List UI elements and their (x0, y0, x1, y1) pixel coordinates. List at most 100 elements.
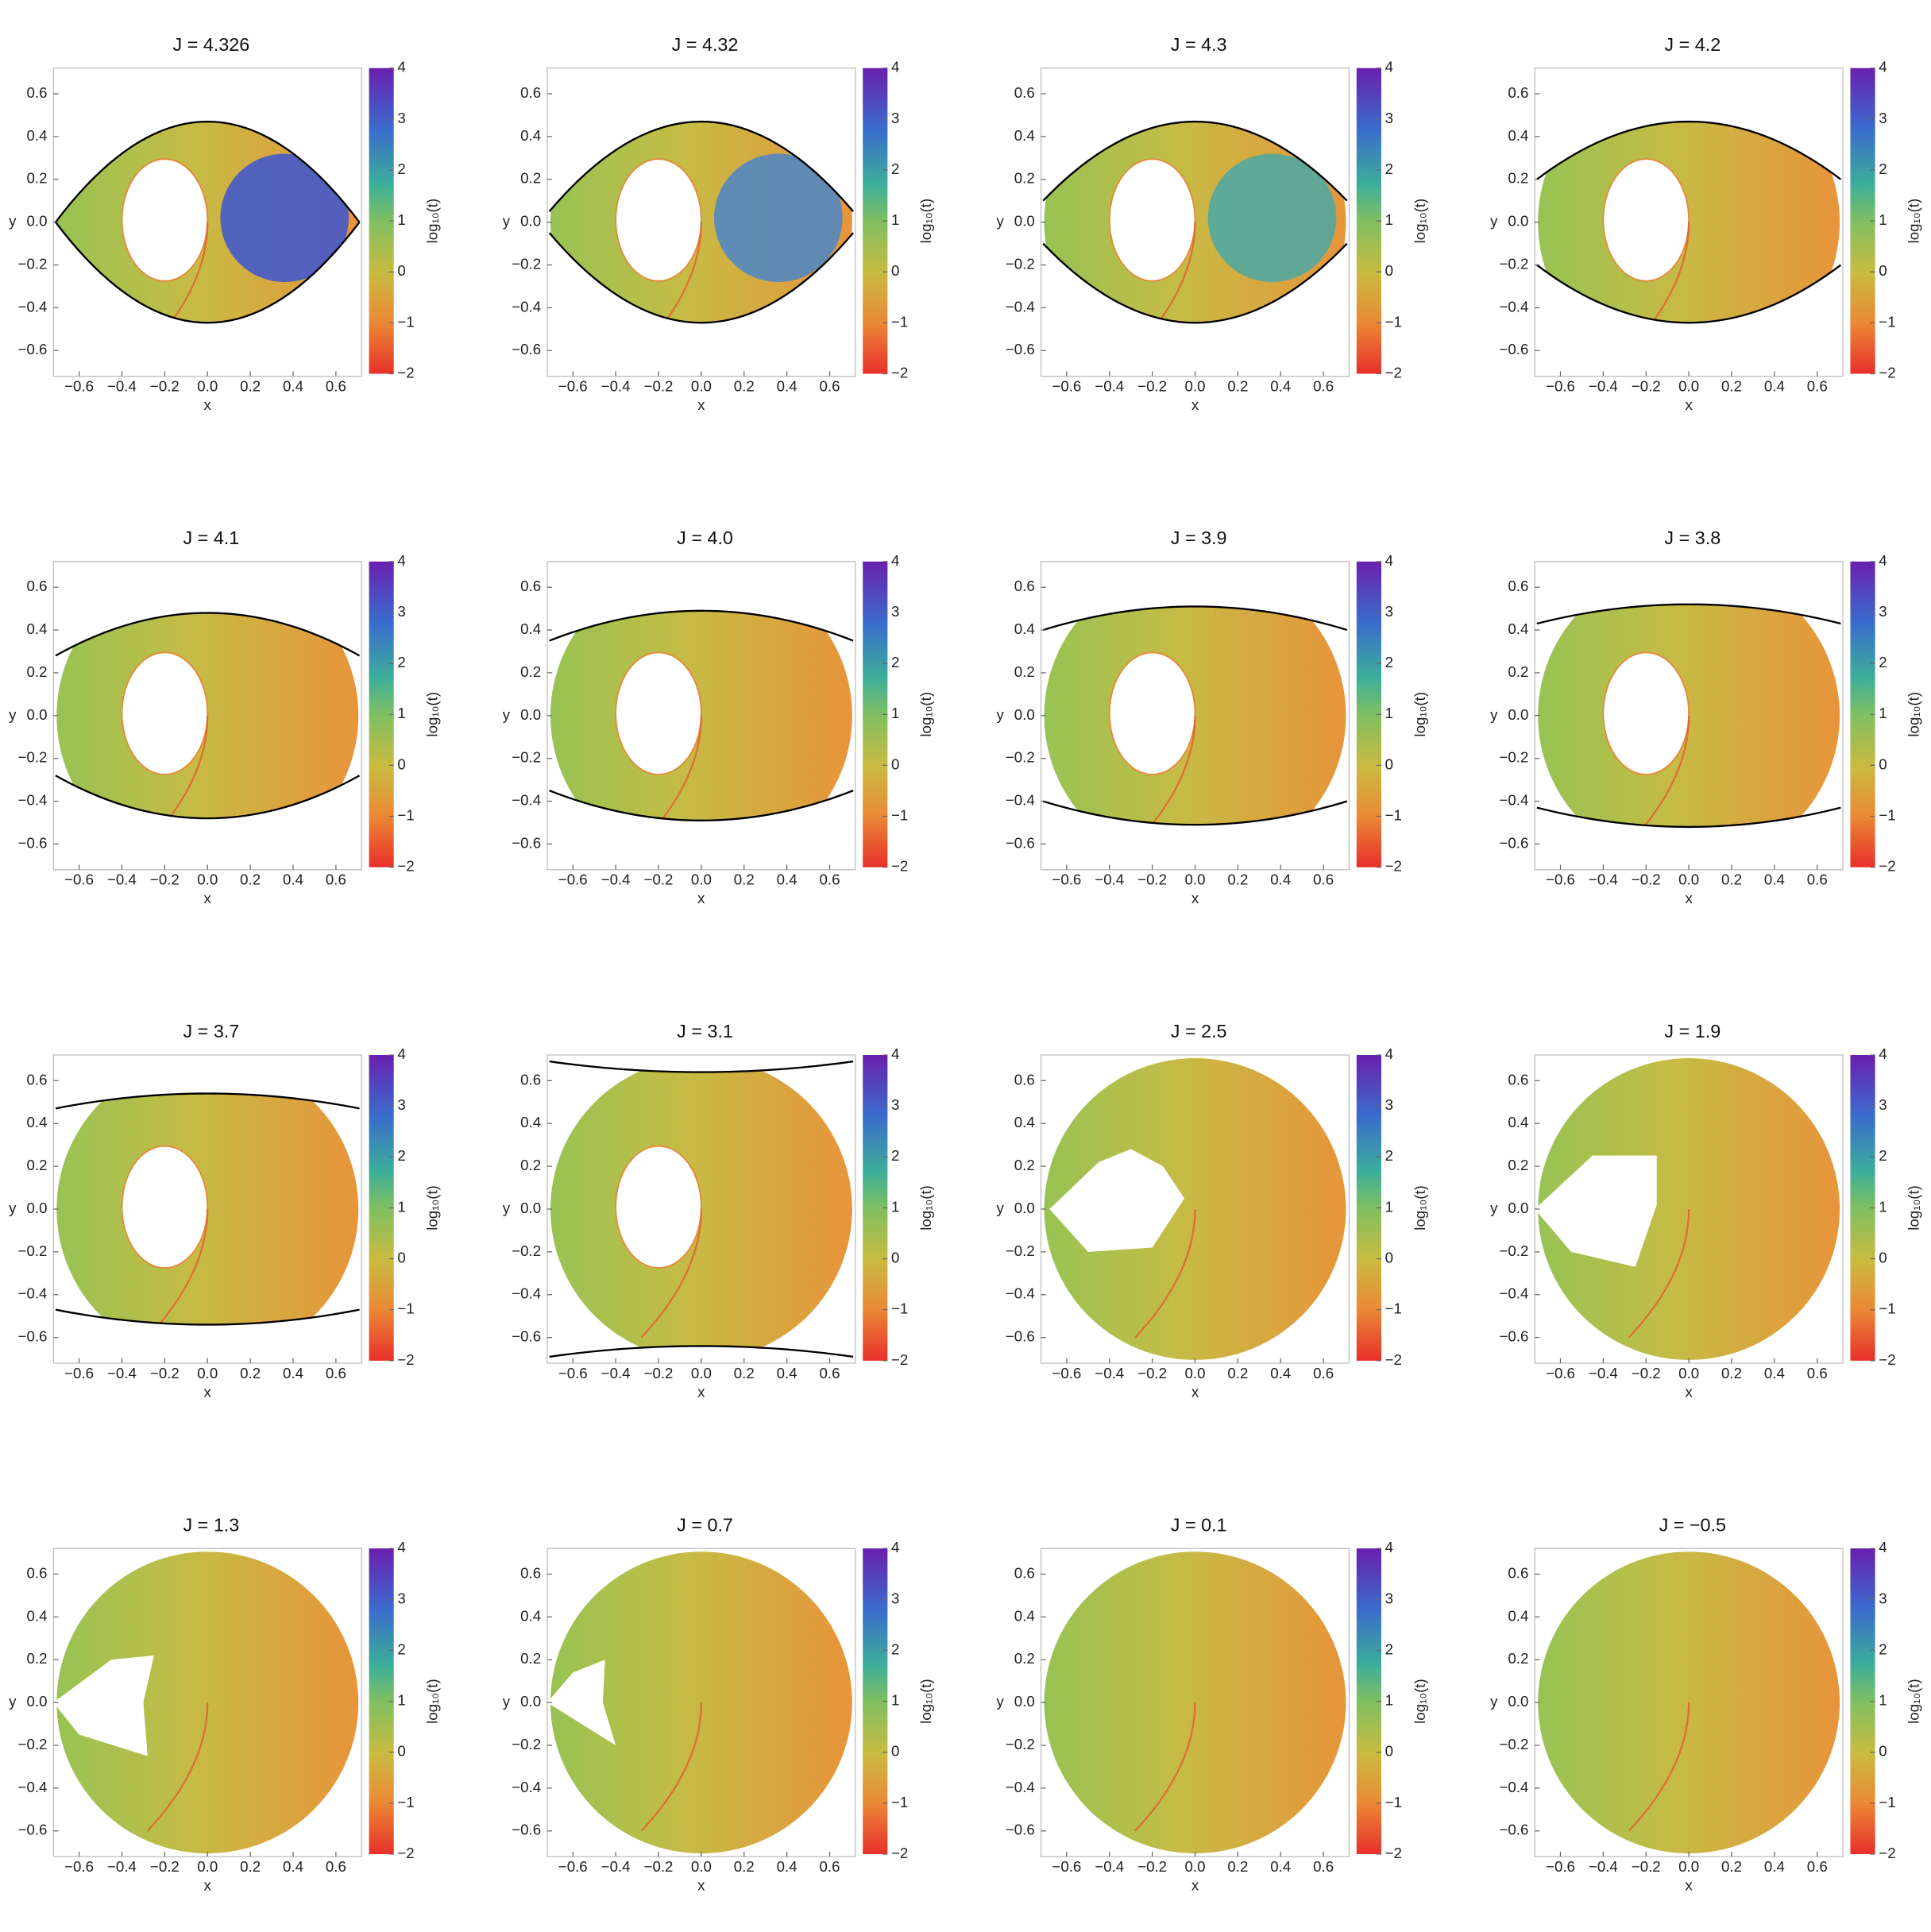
x-axis-label: x (697, 1876, 705, 1893)
colorbar-tick-label: 0 (1879, 262, 1887, 279)
plot-area (1538, 1551, 1840, 1854)
y-tick-label: 0.4 (1508, 1114, 1528, 1130)
x-tick-label: −0.6 (1546, 1858, 1575, 1875)
x-tick-label: −0.4 (1589, 1365, 1618, 1381)
colorbar-tick-label: 3 (1385, 1590, 1393, 1606)
x-tick-label: −0.6 (64, 1365, 94, 1381)
x-tick-label: 0.0 (1185, 1365, 1206, 1381)
x-tick-label: 0.4 (283, 1858, 303, 1875)
y-tick-label: −0.4 (512, 1779, 541, 1795)
hole (121, 1145, 209, 1269)
density-region (56, 1093, 359, 1325)
x-tick-label: 0.4 (1270, 871, 1291, 888)
panel-title: J = 3.9 (1171, 527, 1227, 548)
panel: J = 3.9−0.6 −0.4 −0.2 0.0 0.2 0.4 0.6−0.6−0.4−… (996, 527, 1427, 906)
zero-velocity-curve (1536, 120, 1842, 180)
colorbar-tick-label: 2 (891, 160, 899, 177)
colorbar-tick-label: 4 (397, 552, 405, 569)
colorbar-tick-label: 1 (1385, 705, 1393, 721)
y-tick-label: −0.4 (1499, 1285, 1528, 1302)
x-tick-label: 0.0 (1185, 1858, 1206, 1875)
x-tick-label: −0.6 (558, 871, 588, 888)
colorbar-tick-label: −1 (1385, 1300, 1402, 1317)
x-tick-label: −0.4 (107, 1365, 137, 1381)
colorbar-tick-label: 2 (397, 1640, 405, 1657)
x-tick-label: −0.6 (558, 1858, 588, 1875)
panel: J = 2.5−0.6 −0.4 −0.2 0.0 0.2 0.4 0.6−0.6−0.4−… (996, 1021, 1427, 1400)
x-tick-label: −0.6 (64, 871, 94, 888)
x-axis-label: x (1191, 396, 1199, 413)
x-tick-label: 0.0 (1185, 871, 1206, 888)
x-axis-label: x (204, 396, 212, 413)
y-tick-label: 0.2 (26, 1157, 47, 1173)
colorbar-tick-label: 4 (1385, 1045, 1393, 1062)
colorbar-tick-label: 4 (397, 1045, 405, 1062)
y-tick-label: −0.4 (18, 1285, 48, 1302)
panel: J = 0.1−0.6 −0.4 −0.2 0.0 0.2 0.4 0.6−0.6−0.4−… (996, 1514, 1427, 1893)
y-tick-label: −0.6 (512, 1822, 541, 1838)
x-axis-label: x (1191, 1876, 1199, 1893)
red-filament (640, 1702, 702, 1832)
fast-escape-region (714, 153, 843, 283)
y-axis-label: y (996, 213, 1004, 230)
y-tick-label: −0.2 (18, 255, 48, 272)
y-axis-label: y (503, 213, 511, 230)
y-tick-label: −0.2 (1006, 1736, 1035, 1752)
x-axis-label: x (1685, 890, 1693, 906)
x-tick-label: 0.0 (691, 1858, 712, 1875)
y-axis-label: y (9, 706, 17, 723)
x-axis-label: x (1685, 1383, 1693, 1400)
plot-area (549, 609, 854, 821)
y-tick-label: −0.2 (512, 749, 541, 766)
x-axis-label: x (1191, 890, 1199, 906)
zero-velocity-curve (55, 1308, 360, 1326)
y-tick-label: 0.4 (26, 1114, 47, 1130)
y-tick-label: 0.0 (1014, 213, 1035, 230)
zero-velocity-curve (1042, 605, 1348, 632)
y-tick-label: 0.2 (520, 1650, 541, 1667)
x-tick-label: −0.2 (644, 378, 674, 395)
x-tick-label: 0.4 (1764, 1858, 1785, 1875)
plot-area (1042, 120, 1348, 324)
panel-title: J = 3.1 (677, 1021, 733, 1041)
colorbar-label: log₁₀(t) (1905, 1185, 1921, 1231)
x-tick-label: 0.6 (1807, 1858, 1828, 1875)
y-tick-label: 0.0 (1508, 1693, 1528, 1710)
colorbar-tick-label: −2 (1879, 858, 1895, 875)
panel: J = 4.3−0.6 −0.4 −0.2 0.0 0.2 0.4 0.6−0.6−0.4−… (996, 34, 1427, 413)
y-tick-label: −0.6 (512, 834, 541, 851)
colorbar-tick-label: 3 (1385, 1096, 1393, 1113)
fast-escape-region (220, 153, 350, 283)
x-tick-label: −0.2 (644, 1365, 674, 1381)
colorbar-tick-label: −1 (397, 313, 414, 330)
density-region (1044, 1551, 1346, 1854)
y-tick-label: 0.6 (520, 1564, 541, 1581)
x-tick-label: 0.0 (1678, 1858, 1699, 1875)
y-tick-label: −0.2 (512, 255, 541, 272)
colorbar-tick-label: −1 (1879, 806, 1895, 823)
colorbar-tick-label: 3 (1879, 1096, 1887, 1113)
x-tick-label: −0.2 (1632, 378, 1661, 395)
y-tick-label: 0.6 (1508, 1071, 1528, 1088)
y-tick-label: −0.4 (1006, 1779, 1035, 1795)
x-tick-label: 0.4 (777, 871, 798, 888)
red-filament (147, 222, 209, 323)
y-tick-label: −0.6 (1499, 1822, 1528, 1838)
x-tick-label: −0.6 (64, 1858, 94, 1875)
panel: J = 1.3−0.6 −0.4 −0.2 0.0 0.2 0.4 0.6−0.6−0.4−… (9, 1514, 440, 1893)
y-tick-label: −0.2 (1006, 255, 1035, 272)
colorbar-tick-label: 4 (1879, 552, 1887, 569)
y-tick-label: −0.4 (512, 298, 541, 315)
colorbar-label: log₁₀(t) (917, 1185, 934, 1231)
colorbar-tick-label: 1 (1879, 211, 1887, 228)
zero-velocity-curve (549, 790, 854, 821)
y-tick-label: −0.2 (1006, 1242, 1035, 1259)
x-tick-label: 0.2 (1227, 378, 1248, 395)
y-tick-label: 0.4 (1014, 1607, 1035, 1624)
density-region (1535, 1058, 1840, 1360)
x-axis-label: x (204, 1876, 212, 1893)
plot-area (55, 612, 361, 820)
colorbar-tick-label: 0 (1879, 1743, 1887, 1760)
colorbar-tick-label: 2 (1385, 160, 1393, 177)
y-tick-label: 0.0 (1014, 1693, 1035, 1710)
